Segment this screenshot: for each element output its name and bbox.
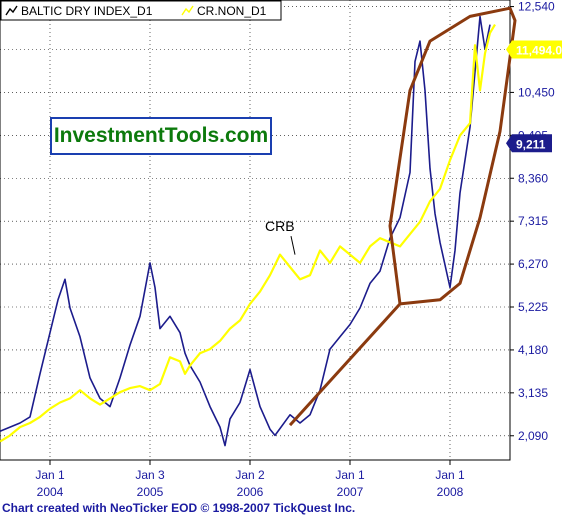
series-line-baltic xyxy=(0,15,491,447)
x-tick-label-day: Jan 1 xyxy=(435,468,465,482)
annotation-pointer xyxy=(290,236,296,255)
x-tick-label-day: Jan 3 xyxy=(135,468,165,482)
y-tick-label: 8,360 xyxy=(518,171,548,185)
x-axis: Jan 1 2004 Jan 3 2005 Jan 2 2006 Jan 1 2007 Jan … xyxy=(35,460,465,499)
last-value-tags: 9,211 11,494.000 xyxy=(506,40,576,153)
legend-entry-0[interactable]: BALTIC DRY INDEX_D1 xyxy=(21,4,153,18)
series-layer xyxy=(0,15,496,447)
y-tick-label: 4,180 xyxy=(518,343,548,357)
annotations: CRB xyxy=(265,218,296,255)
y-tick-label: 2,090 xyxy=(518,429,548,443)
y-tick-label: 5,225 xyxy=(518,300,548,314)
x-tick-label-day: Jan 1 xyxy=(335,468,365,482)
legend-entry-1[interactable]: CR.NON_D1 xyxy=(197,4,267,18)
footer-credit: Chart created with NeoTicker EOD © 1998-… xyxy=(2,501,356,515)
legend-swatch-0 xyxy=(5,5,18,16)
x-tick-label-year: 2005 xyxy=(137,485,164,499)
annotation-label: CRB xyxy=(265,218,295,234)
legend-box xyxy=(0,0,282,21)
x-tick-label-day: Jan 1 xyxy=(35,468,65,482)
last-value-label-1: 11,494.000 xyxy=(516,44,576,58)
last-value-label-0: 9,211 xyxy=(516,137,546,151)
x-tick-label-year: 2007 xyxy=(337,485,364,499)
y-tick-label: 12,540 xyxy=(518,0,555,14)
highlight-trend-line xyxy=(288,302,402,427)
x-tick-label-day: Jan 2 xyxy=(235,468,265,482)
x-tick-label-year: 2008 xyxy=(437,485,464,499)
y-tick-label: 6,270 xyxy=(518,257,548,271)
x-tick-label-year: 2006 xyxy=(237,485,264,499)
y-tick-label: 10,450 xyxy=(518,85,555,99)
legend[interactable]: BALTIC DRY INDEX_D1 CR.NON_D1 xyxy=(0,0,282,21)
legend-swatch-1 xyxy=(181,5,194,16)
series-line-crb xyxy=(0,24,496,443)
last-value-tag-0 xyxy=(506,134,552,153)
y-tick-label: 7,315 xyxy=(518,214,548,228)
plot-area xyxy=(0,0,511,461)
last-value-tag-1 xyxy=(506,40,562,59)
watermark-text: InvestmentTools.com xyxy=(53,124,269,147)
x-tick-label-year: 2004 xyxy=(37,485,64,499)
watermark-box: InvestmentTools.com xyxy=(50,117,272,155)
highlight-shapes xyxy=(288,6,517,427)
y-tick-label: 3,135 xyxy=(518,386,548,400)
highlight-ellipse xyxy=(388,6,517,306)
